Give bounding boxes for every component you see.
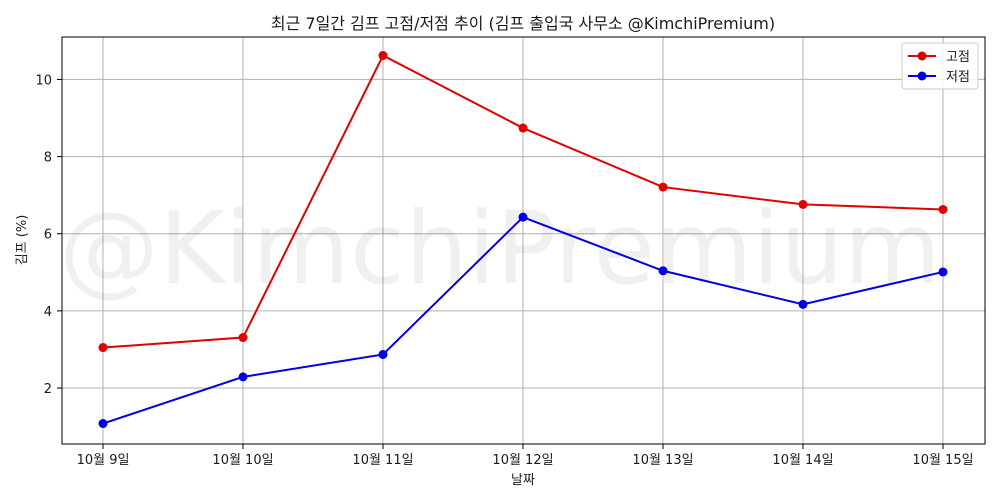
data-point xyxy=(518,123,528,133)
y-tick-label: 6 xyxy=(44,228,52,243)
watermark: @KimchiPremium xyxy=(59,190,941,307)
y-axis-label: 김프 (%) xyxy=(15,215,30,266)
data-point xyxy=(98,343,108,353)
grid-lines xyxy=(62,37,985,444)
legend-low-label: 저점 xyxy=(946,70,970,85)
x-tick-label: 10월 14일 xyxy=(772,453,833,468)
legend-low-marker xyxy=(917,71,927,81)
data-point xyxy=(658,266,668,276)
y-tick-label: 4 xyxy=(44,305,52,320)
x-tick-label: 10월 13일 xyxy=(632,453,693,468)
data-point xyxy=(798,199,808,209)
data-point xyxy=(238,333,248,343)
data-point xyxy=(938,204,948,214)
chart-title: 최근 7일간 김프 고점/저점 추이 (김프 출입국 사무소 @KimchiPr… xyxy=(271,14,775,33)
data-point xyxy=(378,51,388,61)
y-tick-label: 2 xyxy=(44,382,52,397)
x-tick-label: 10월 10일 xyxy=(212,453,273,468)
x-tick-label: 10월 9일 xyxy=(77,453,130,468)
legend-high-marker xyxy=(917,51,927,61)
axis-ticks: 10월 9일 10월 10일 10월 11일 10월 12일 10월 13일 10월 14… xyxy=(35,73,973,468)
data-point xyxy=(378,349,388,359)
data-point xyxy=(98,419,108,429)
x-axis-label: 날짜 xyxy=(511,473,535,488)
x-tick-label: 10월 11일 xyxy=(352,453,413,468)
y-tick-label: 8 xyxy=(44,151,52,166)
data-point xyxy=(238,372,248,382)
legend: 고점 저점 xyxy=(901,42,979,90)
x-tick-label: 10월 12일 xyxy=(492,453,553,468)
data-point xyxy=(518,212,528,222)
legend-high-label: 고점 xyxy=(946,50,970,65)
y-tick-label: 10 xyxy=(35,73,52,88)
data-point xyxy=(658,182,668,192)
data-point xyxy=(938,267,948,277)
data-point xyxy=(798,299,808,309)
x-tick-label: 10월 15일 xyxy=(912,453,973,468)
series-layer xyxy=(98,51,948,429)
